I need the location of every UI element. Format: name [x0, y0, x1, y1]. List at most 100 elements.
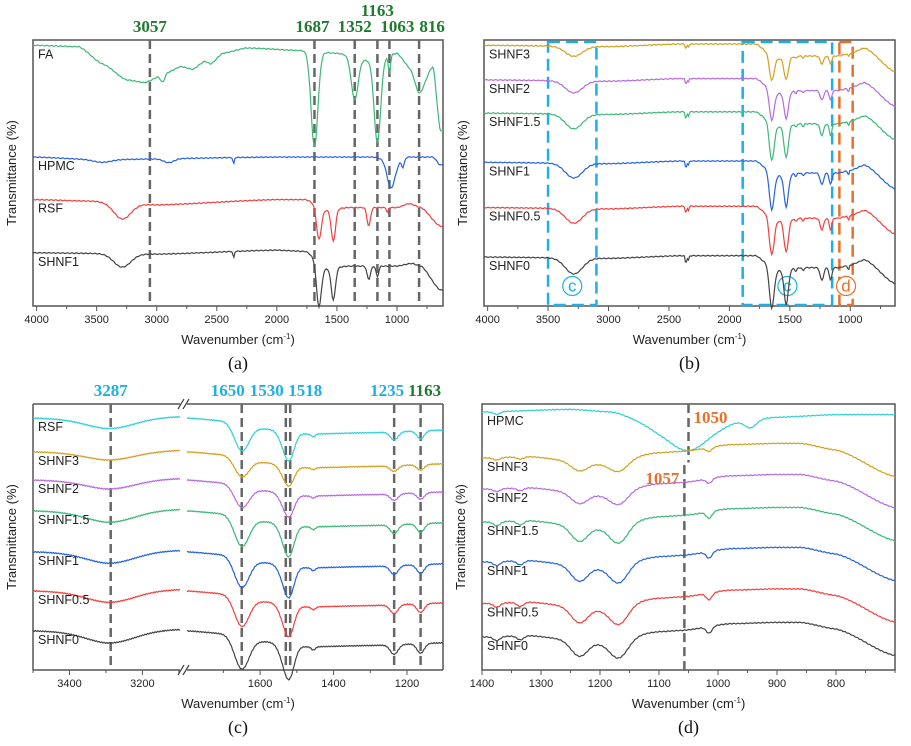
series-label: SHNF1.5: [489, 115, 540, 129]
x-tick-label: 3500: [84, 314, 108, 326]
x-tick-label: 1400: [470, 678, 494, 690]
series-label: SHNF1: [489, 164, 530, 178]
series-line-shnf1: [483, 159, 896, 213]
series-line-shnf1-5: [481, 506, 896, 545]
series-label: SHNF1: [487, 564, 528, 578]
x-tick-label: 2500: [657, 314, 681, 326]
x-tick-label: 1200: [395, 678, 419, 690]
panel-caption: (a): [228, 353, 248, 374]
x-axis-label-sup: -1: [283, 696, 291, 705]
x-tick-label: 1400: [321, 678, 345, 690]
x-tick-label: 1500: [325, 314, 349, 326]
region-label-circle: [835, 275, 857, 297]
series-line-shnf2: [32, 477, 444, 518]
series-line-shnf0: [481, 621, 896, 659]
x-tick-label: 900: [768, 678, 786, 690]
x-axis-label-sup: -1: [735, 332, 743, 341]
axis-break-mark: [177, 664, 190, 676]
panel-d: 1400 1300 1200 1100 1000 900 800 Wavenumber (cm…: [453, 403, 896, 738]
peak-label: 1163: [361, 1, 394, 20]
series-line-shnf3: [483, 42, 896, 82]
region-label-circle: [562, 275, 583, 297]
series-label: FA: [38, 47, 54, 61]
region-label: c: [568, 277, 577, 296]
x-axis-label-sup: -1: [734, 696, 742, 705]
series-line-shnf2: [481, 473, 896, 509]
peak-label: 1352: [338, 17, 372, 36]
x-tick-label: 1600: [248, 678, 272, 690]
series-line-shnf1: [32, 549, 444, 599]
y-axis-label: Transmittance (%): [455, 120, 470, 226]
x-tick-label: 3000: [596, 314, 620, 326]
series-line-hpmc: [32, 156, 444, 189]
x-tick-label: 800: [827, 678, 845, 690]
series-line-shnf2: [483, 77, 896, 123]
zoom-region-box: [741, 40, 834, 307]
series-line-fa: [32, 44, 444, 148]
panel-caption: (c): [228, 717, 248, 738]
series-label: HPMC: [487, 414, 524, 428]
series-label: HPMC: [38, 159, 75, 173]
series-line-shnf3: [32, 449, 444, 488]
series-label: SHNF2: [489, 82, 530, 96]
plot-frame: [481, 403, 896, 671]
x-tick-label: 1300: [529, 678, 553, 690]
series-label: SHNF2: [38, 482, 79, 496]
x-axis-label-text: Wavenumber (cm: [633, 332, 735, 347]
x-axis-label-end: ): [742, 332, 746, 347]
axis-break-mark: [177, 398, 190, 410]
peak-label: 1650: [211, 381, 245, 400]
series-line-shnf1-5: [32, 508, 444, 558]
series-label: SHNF1.5: [38, 513, 89, 527]
series-line-shnf1-5: [483, 110, 896, 162]
x-axis-label-sup: -1: [283, 332, 291, 341]
peak-label: 1235: [370, 381, 404, 400]
x-tick-label: 3400: [57, 678, 81, 690]
panel-caption: (b): [679, 353, 700, 374]
panel-caption: (d): [678, 717, 699, 738]
peak-label: 1057: [645, 469, 680, 488]
series-line-shnf3: [481, 442, 896, 478]
plot-frame: [483, 39, 896, 307]
x-tick-label: 1200: [588, 678, 612, 690]
series-label: RSF: [38, 420, 63, 434]
y-axis-label: Transmittance (%): [453, 484, 468, 590]
x-axis-label: Wavenumber (cm-1): [633, 332, 747, 347]
series-label: SHNF1.5: [487, 524, 538, 538]
panel-b: 4000 3500 3000 2500 2000 1500 1000 Wavenumber (…: [455, 39, 896, 374]
series-label: RSF: [38, 202, 63, 216]
series-label: SHNF0: [487, 639, 528, 653]
x-tick-label: 1000: [385, 314, 409, 326]
x-tick-label: 4000: [475, 314, 499, 326]
y-axis-label: Transmittance (%): [4, 484, 19, 590]
x-tick-label: 2500: [205, 314, 229, 326]
x-tick-label: 3200: [130, 678, 154, 690]
x-axis-label: Wavenumber (cm-1): [181, 696, 295, 711]
series-label: SHNF3: [489, 47, 530, 61]
series-line-shnf0-5: [481, 587, 896, 626]
x-tick-label: 1100: [647, 678, 671, 690]
y-axis-label: Transmittance (%): [4, 120, 19, 226]
series-line-shnf0: [32, 628, 444, 681]
x-tick-label: 2000: [265, 314, 289, 326]
x-axis-label-text: Wavenumber (cm: [181, 696, 283, 711]
peak-label: 1687: [295, 17, 330, 36]
peak-label: 1518: [288, 381, 322, 400]
peak-label: 816: [419, 17, 445, 36]
series-line-shnf1: [32, 249, 444, 310]
series-label: SHNF1: [38, 554, 79, 568]
panel-c: 3400 3200 1600 1400 1200 Wavenumber (cm-1) Tra…: [4, 381, 444, 738]
x-axis-label: Wavenumber (cm-1): [632, 696, 746, 711]
series-line-rsf: [32, 198, 444, 244]
zoom-region-box: [546, 40, 598, 307]
x-tick-label: 3000: [144, 314, 168, 326]
x-tick-label: 1000: [706, 678, 730, 690]
region-label: d: [841, 277, 850, 296]
peak-label: 1050: [694, 408, 728, 427]
x-tick-label: 4000: [24, 314, 48, 326]
series-line-shnf0-5: [32, 588, 444, 638]
series-label: SHNF0: [38, 633, 79, 647]
x-axis-label-end: ): [290, 696, 294, 711]
peak-label: 1530: [250, 381, 284, 400]
